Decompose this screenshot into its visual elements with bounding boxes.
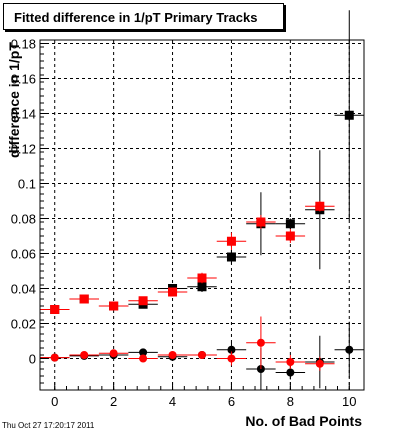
data-point-circle [227, 345, 236, 354]
series-1 [40, 201, 335, 314]
y-tick-label: 0.08 [11, 212, 36, 227]
x-tick-label: 10 [342, 394, 356, 409]
data-point-square [109, 301, 119, 311]
data-point-circle [286, 368, 295, 377]
chart-title: Fitted difference in 1/pT Primary Tracks [14, 10, 258, 25]
x-tick-label: 6 [228, 394, 235, 409]
data-point-circle [345, 345, 354, 354]
data-point-circle [139, 348, 148, 357]
data-point-square [79, 294, 89, 304]
chart-title-box: Fitted difference in 1/pT Primary Tracks [3, 3, 284, 30]
series-3 [40, 316, 335, 371]
y-tick-label: 0.14 [11, 107, 36, 122]
y-tick-label: 0.12 [11, 142, 36, 157]
plot-frame [39, 39, 365, 391]
data-point-circle [139, 354, 148, 363]
data-point-circle [80, 351, 89, 359]
y-tick-label: 0.04 [11, 282, 36, 297]
data-point-square [50, 305, 60, 314]
x-axis-label: No. of Bad Points [245, 413, 362, 429]
data-point-circle [286, 358, 295, 366]
data-point-square [168, 287, 178, 297]
timestamp: Thu Oct 27 17:20:17 2011 [2, 421, 95, 430]
data-point-circle [256, 338, 265, 347]
data-point-square [256, 217, 266, 227]
data-point-square [226, 252, 236, 262]
y-axis-label: difference in 1/pT [6, 42, 22, 158]
data-point-square [197, 273, 207, 283]
data-point-square [315, 201, 325, 211]
data-point-circle [109, 349, 118, 358]
data-point-square [197, 282, 207, 292]
data-point-square [344, 110, 354, 120]
y-tick-label: 0.02 [11, 317, 36, 332]
grid-lines [40, 40, 364, 390]
y-tick-label: 0 [29, 352, 36, 367]
x-tick-label: 8 [287, 394, 294, 409]
data-point-circle [168, 351, 177, 359]
data-point-square [138, 296, 148, 306]
y-tick-label: 0.16 [11, 72, 36, 87]
data-point-circle [198, 351, 206, 359]
x-tick-label: 2 [110, 394, 117, 409]
y-tick-label: 0.06 [11, 247, 36, 262]
x-tick-label: 0 [51, 394, 58, 409]
data-point-square [285, 231, 295, 241]
data-point-circle [50, 353, 59, 362]
series-0 [40, 10, 364, 314]
y-tick-label: 0.1 [18, 177, 36, 192]
data-point-circle [315, 359, 324, 368]
axis-ticks: 0 0.02 0.04 0.06 0.08 0.1 0.12 0.14 0.16 0.18 0 2 4 6… [11, 37, 357, 410]
y-tick-label: 0.18 [11, 37, 36, 52]
x-tick-label: 4 [169, 394, 176, 409]
data-point-circle [227, 354, 236, 363]
data-point-square [226, 236, 236, 246]
data-marks [40, 10, 364, 390]
data-point-square [285, 219, 295, 229]
